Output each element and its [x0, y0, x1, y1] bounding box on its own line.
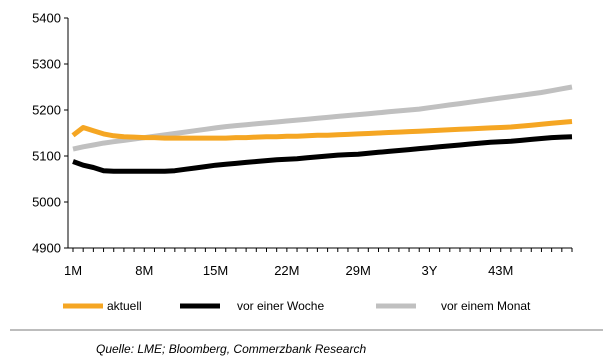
- y-tick-label: 4900: [32, 241, 61, 256]
- y-tick-label: 5200: [32, 103, 61, 118]
- series-layer: [71, 84, 573, 174]
- legend: aktuell vor einer Woche vor einem Monat: [63, 299, 531, 313]
- legend-label-1: vor einer Woche: [237, 299, 324, 313]
- x-tick-label: 15M: [203, 263, 228, 278]
- y-tick-label: 5300: [32, 57, 61, 72]
- x-tick-label: 43M: [488, 263, 513, 278]
- source-note: Quelle: LME; Bloomberg, Commerzbank Rese…: [96, 342, 366, 356]
- x-tick-label: 3Y: [421, 263, 437, 278]
- x-tick-label: 8M: [135, 263, 153, 278]
- x-tick-label: 22M: [274, 263, 299, 278]
- y-axis: 5400 5300 5200 5100 5000 4900: [32, 11, 69, 256]
- series-line-1: [72, 134, 573, 174]
- x-tick-label: 1M: [64, 263, 82, 278]
- series-line-0: [71, 119, 573, 141]
- legend-label-2: vor einem Monat: [441, 299, 531, 313]
- x-axis: 1M 8M 15M 22M 29M 3Y 43M: [64, 247, 573, 278]
- y-tick-label: 5400: [32, 11, 61, 26]
- x-tick-label: 29M: [345, 263, 370, 278]
- y-tick-label: 5000: [32, 195, 61, 210]
- legend-label-0: aktuell: [107, 299, 142, 313]
- y-tick-label: 5100: [32, 149, 61, 164]
